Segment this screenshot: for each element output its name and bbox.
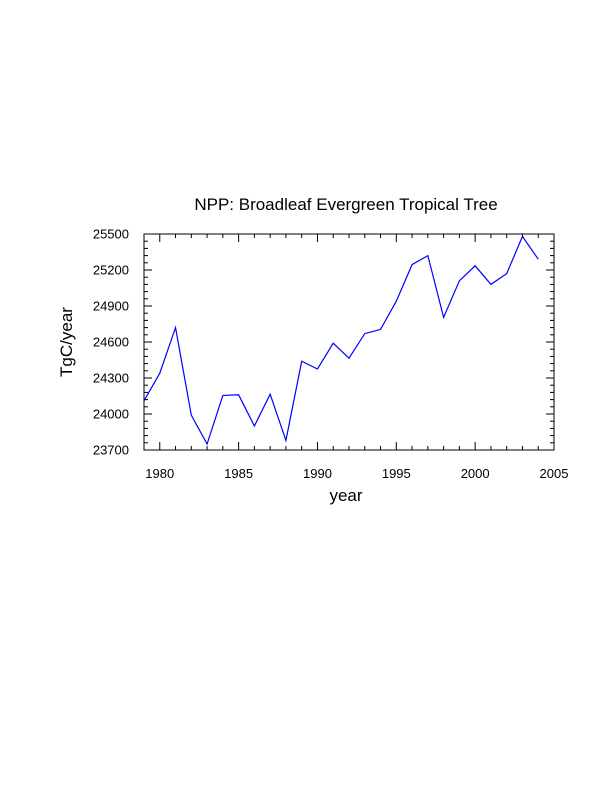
x-tick-label: 1985 <box>224 466 253 481</box>
y-tick-label: 25500 <box>93 227 129 242</box>
x-tick-label: 2005 <box>540 466 569 481</box>
x-tick-label: 1990 <box>303 466 332 481</box>
series-line <box>143 235 539 446</box>
x-axis-label: year <box>329 486 362 505</box>
y-axis-label: TgC/year <box>57 307 76 377</box>
y-tick-label: 24300 <box>93 371 129 386</box>
y-tick-label: 24600 <box>93 335 129 350</box>
x-tick-label: 1980 <box>145 466 174 481</box>
x-tick-label: 2000 <box>461 466 490 481</box>
y-tick-label: 23700 <box>93 443 129 458</box>
x-tick-label: 1995 <box>382 466 411 481</box>
y-axis: 23700 24000 24300 24600 24900 25200 25500 <box>93 227 554 458</box>
plot-area <box>143 235 539 446</box>
plot-frame <box>143 233 555 451</box>
y-tick-label: 25200 <box>93 263 129 278</box>
chart-title: NPP: Broadleaf Evergreen Tropical Tree <box>194 195 497 214</box>
y-tick-label: 24900 <box>93 299 129 314</box>
y-tick-label: 24000 <box>93 407 129 422</box>
x-axis: 1980 1985 1990 1995 2000 2005 <box>143 234 569 481</box>
